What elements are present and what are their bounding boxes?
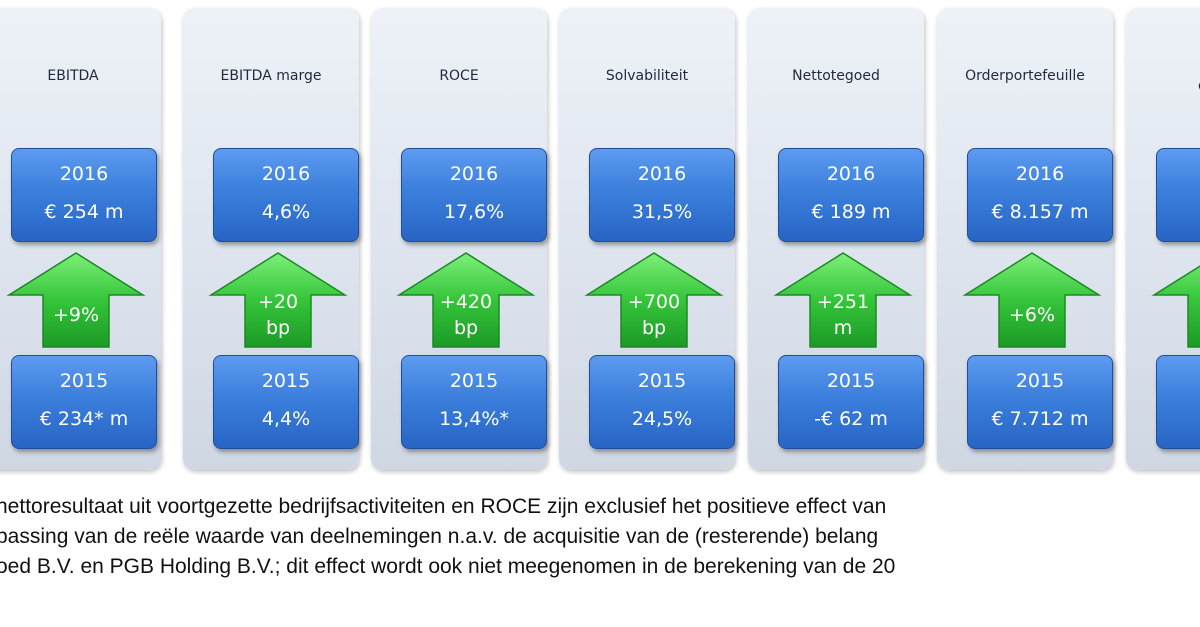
current-value: 4,6%	[261, 201, 311, 223]
previous-value: -€ 62 m	[814, 408, 888, 430]
current-value: € 5.	[1157, 201, 1200, 223]
previous-year-box: 2015 13,4%*	[401, 355, 547, 449]
kpi-title-line: opbr	[1126, 76, 1200, 96]
change-text: m	[833, 317, 853, 339]
current-year: 2016	[637, 163, 687, 185]
current-year: 2016	[826, 163, 876, 185]
current-value: 17,6%	[443, 201, 505, 223]
kpi-title-line: Solvabiliteit	[605, 68, 689, 84]
change-text: bp	[265, 317, 291, 339]
change-text: +700	[627, 291, 681, 313]
previous-value: 4,4%	[261, 408, 311, 430]
current-value: € 189 m	[811, 201, 891, 223]
change-label: +251 m	[773, 289, 913, 341]
change-label: +6%	[962, 302, 1102, 328]
change-label: +20 bp	[208, 289, 348, 341]
change-text: +6%	[1008, 304, 1056, 326]
previous-value: € 234* m	[39, 408, 129, 430]
kpi-title-line: Nettotegoed	[792, 68, 880, 84]
up-arrow-icon: +420 bp	[396, 251, 536, 349]
change-label: +420 bp	[396, 289, 536, 341]
previous-year: 2015	[637, 370, 687, 392]
footnote-line-1: nettoresultaat uit voortgezette bedrijfs…	[0, 495, 887, 518]
previous-value: 13,4%*	[439, 408, 509, 430]
change-text: +20	[257, 291, 299, 313]
up-arrow-icon: +6%	[962, 251, 1102, 349]
change-label: +9%	[6, 302, 146, 328]
up-arrow-icon: +700 bp	[584, 251, 724, 349]
footnote-line-2: passing van de reële waarde van deelnemi…	[0, 525, 879, 548]
current-year: 2016	[261, 163, 311, 185]
previous-year-box: 2015 24,5%	[589, 355, 735, 449]
previous-year: 2015	[59, 370, 109, 392]
change-text: bp	[453, 317, 479, 339]
previous-year: 2015	[449, 370, 499, 392]
previous-year: 2015	[826, 370, 876, 392]
kpi-column: Orderportefeuille 2016 € 8.157 m +6% 2015 € 7…	[937, 8, 1113, 470]
current-year-box: 2016 4,6%	[213, 148, 359, 242]
current-year-box: 2016 € 8.157 m	[967, 148, 1113, 242]
up-arrow-icon: +9%	[6, 251, 146, 349]
kpi-column: Nettotegoed 2016 € 189 m +251 m 2015 -€ 62 m	[748, 8, 924, 470]
change-text: +251	[816, 291, 870, 313]
kpi-column: EBITDA 2016 € 254 m +9% 2015 € 234* m	[0, 8, 161, 470]
change-text: bp	[641, 317, 667, 339]
kpi-title-line: EBITDA marge	[220, 68, 322, 84]
previous-year-box: 2015 € 7.712 m	[967, 355, 1113, 449]
previous-year-box: 2015 -€ 62 m	[778, 355, 924, 449]
previous-year-box: 2 € 5.	[1156, 355, 1200, 449]
current-value: 31,5%	[631, 201, 693, 223]
current-year: 2016	[59, 163, 109, 185]
kpi-column: Beopbr 2 € 5. +2 € 5.	[1126, 8, 1200, 470]
current-year: 2016	[1015, 163, 1065, 185]
kpi-column: ROCE 2016 17,6% +420 bp 2015 13,4%*	[371, 8, 547, 470]
kpi-title: EBITDA	[0, 66, 161, 126]
kpi-title-line: Be	[1126, 56, 1200, 76]
kpi-title: Orderportefeuille	[937, 66, 1113, 126]
kpi-column: Solvabiliteit 2016 31,5% +700 bp 2015 24,5%	[559, 8, 735, 470]
previous-year-box: 2015 4,4%	[213, 355, 359, 449]
previous-year: 2	[1157, 370, 1200, 392]
footnote: nettoresultaat uit voortgezette bedrijfs…	[0, 492, 1200, 582]
previous-value: € 7.712 m	[991, 408, 1089, 430]
change-text: +420	[439, 291, 493, 313]
previous-year-box: 2015 € 234* m	[11, 355, 157, 449]
kpi-title-line: ROCE	[439, 68, 479, 84]
kpi-title: Beopbr	[1126, 56, 1200, 116]
up-arrow-icon: +20 bp	[208, 251, 348, 349]
current-year: 2	[1157, 163, 1200, 185]
current-value: € 8.157 m	[991, 201, 1089, 223]
previous-year: 2015	[261, 370, 311, 392]
current-year: 2016	[449, 163, 499, 185]
kpi-column: EBITDA marge 2016 4,6% +20 bp 2015 4,4%	[183, 8, 359, 470]
current-year-box: 2016 17,6%	[401, 148, 547, 242]
up-arrow-icon: +	[1151, 251, 1200, 349]
kpi-title-line: Orderportefeuille	[965, 68, 1085, 84]
change-label: +	[1151, 302, 1200, 328]
kpi-title: ROCE	[371, 66, 547, 126]
kpi-title: Solvabiliteit	[559, 66, 735, 126]
footnote-line-3: oed B.V. en PGB Holding B.V.; dit effect…	[0, 555, 896, 578]
previous-year: 2015	[1015, 370, 1065, 392]
change-text: +9%	[52, 304, 100, 326]
current-year-box: 2016 € 254 m	[11, 148, 157, 242]
kpi-title: EBITDA marge	[183, 66, 359, 126]
previous-value: € 5.	[1157, 408, 1200, 430]
kpi-title: Nettotegoed	[748, 66, 924, 126]
previous-value: 24,5%	[631, 408, 693, 430]
up-arrow-icon: +251 m	[773, 251, 913, 349]
current-value: € 254 m	[44, 201, 124, 223]
kpi-title-line: EBITDA	[47, 68, 99, 84]
current-year-box: 2016 31,5%	[589, 148, 735, 242]
change-label: +700 bp	[584, 289, 724, 341]
current-year-box: 2016 € 189 m	[778, 148, 924, 242]
current-year-box: 2 € 5.	[1156, 148, 1200, 242]
